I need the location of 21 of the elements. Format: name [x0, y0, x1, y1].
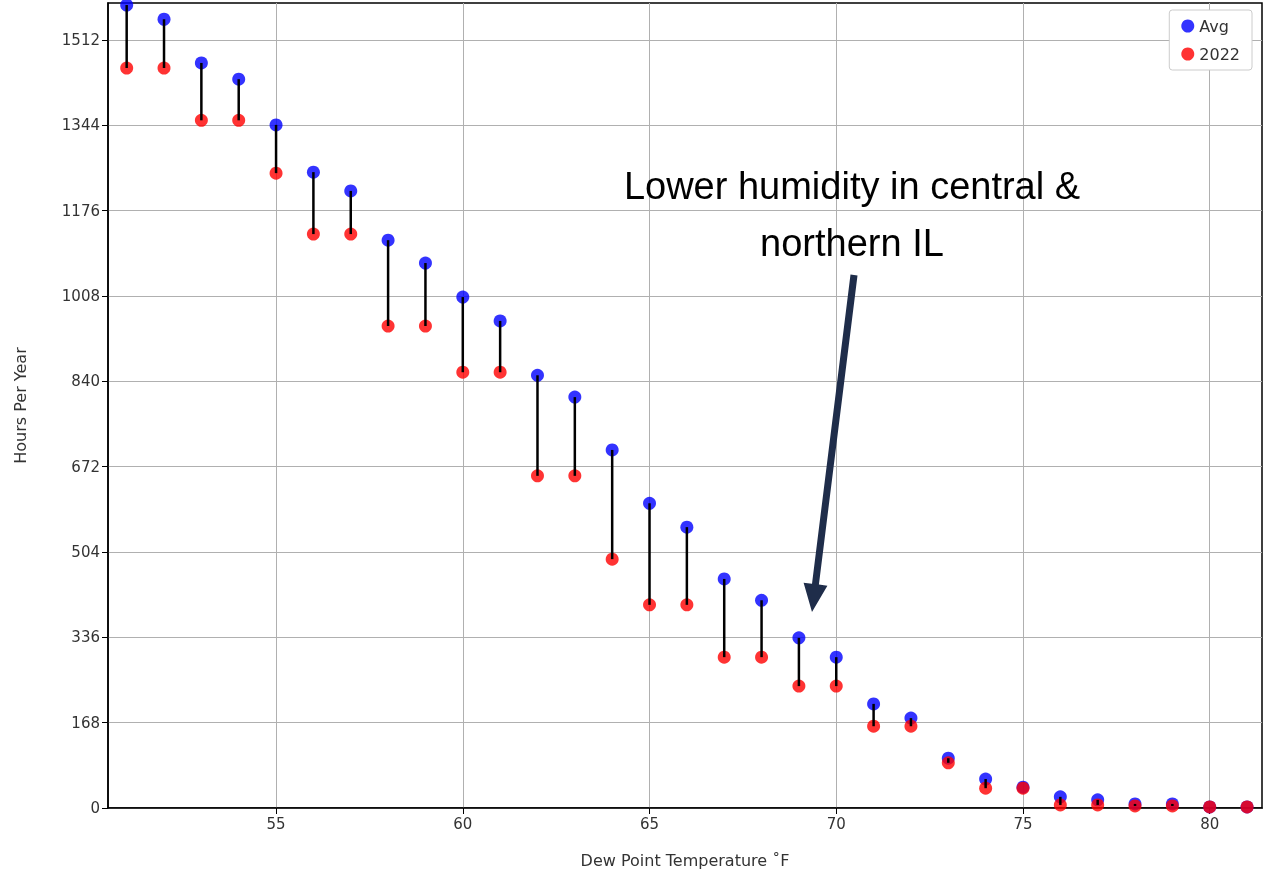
y-axis-title: Hours Per Year — [10, 346, 30, 464]
y-tick-label: 0 — [90, 799, 100, 817]
x-tick-label: 70 — [826, 814, 846, 833]
y-tick-label: 1512 — [61, 31, 100, 50]
y-tick-label: 504 — [71, 543, 100, 562]
y-tick-label: 1008 — [61, 287, 100, 306]
legend-label: Avg — [1199, 16, 1229, 36]
y-tick-label: 1344 — [61, 116, 100, 135]
x-tick-label: 55 — [266, 814, 286, 833]
x-tick-label: 80 — [1200, 814, 1220, 833]
annotation: Lower humidity in central & northern IL — [622, 164, 1082, 266]
x-tick-label: 60 — [453, 814, 473, 833]
x-tick-label: 75 — [1013, 814, 1033, 833]
y-tick-label: 840 — [71, 372, 100, 391]
y-tick-label: 672 — [71, 457, 100, 476]
y-tick-label: 336 — [71, 628, 100, 647]
x-tick-label: 65 — [639, 814, 660, 833]
x-axis-title: Dew Point Temperature ˚F — [580, 850, 790, 870]
legend-label: 2022 — [1199, 44, 1240, 64]
y-tick-label: 1176 — [61, 201, 100, 220]
y-tick-label: 168 — [71, 713, 100, 732]
